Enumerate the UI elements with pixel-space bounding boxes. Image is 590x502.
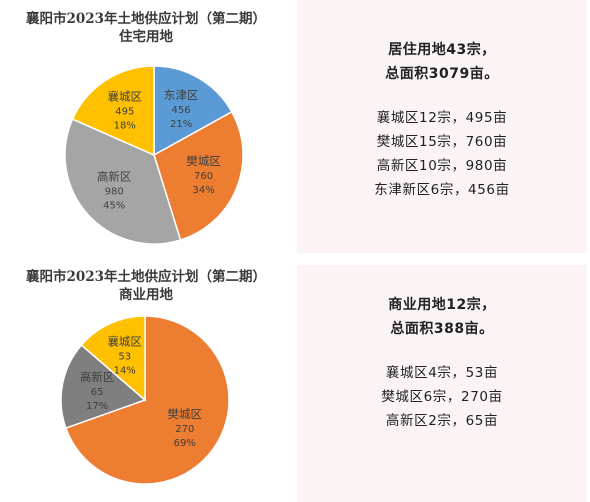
commercial-slice-label-value: 53 bbox=[118, 352, 131, 363]
summary-line: 居住用地43宗， bbox=[388, 42, 496, 58]
commercial-slice-2 bbox=[60, 344, 147, 429]
commercial-info-panel: 商业用地12宗， 总面积388亩。 襄城区4宗，53亩 樊城区6宗，270亩 高… bbox=[297, 265, 587, 502]
summary-line: 总面积388亩。 bbox=[390, 321, 494, 337]
commercial-summary: 商业用地12宗， 总面积388亩。 bbox=[297, 265, 587, 341]
commercial-slice-label-name: 高新区 bbox=[80, 370, 115, 384]
chart-title-line: 襄阳市2023年土地供应计划（第二期） bbox=[25, 269, 267, 285]
commercial-slice-1 bbox=[64, 315, 230, 485]
residential-slice-label-percent: 45% bbox=[103, 201, 125, 212]
residential-chart-title: 襄阳市2023年土地供应计划（第二期） 住宅用地 bbox=[0, 10, 292, 46]
residential-info-panel: 居住用地43宗， 总面积3079亩。 襄城区12宗，495亩 樊城区15宗，76… bbox=[297, 0, 587, 253]
commercial-slice-label-name: 襄城区 bbox=[107, 335, 142, 349]
commercial-slice-label-value: 270 bbox=[175, 424, 194, 435]
residential-slice-label-name: 东津区 bbox=[164, 88, 199, 102]
residential-pie: 东津区 456 21% 樊城区 760 34% 高新区 980 45% 襄城区 495 18% bbox=[64, 65, 244, 245]
detail-line: 樊城区6宗，270亩 bbox=[381, 389, 503, 405]
detail-line: 高新区10宗，980亩 bbox=[376, 158, 508, 174]
residential-slice-1 bbox=[153, 65, 233, 157]
residential-chart: 东津区 456 21% 樊城区 760 34% 高新区 980 45% 襄城区 495 18% 襄阳市… bbox=[0, 0, 292, 250]
commercial-chart-title: 襄阳市2023年土地供应计划（第二期） 商业用地 bbox=[0, 268, 292, 304]
commercial-slice-3 bbox=[80, 315, 146, 402]
residential-slice-3 bbox=[64, 118, 182, 245]
residential-summary: 居住用地43宗， 总面积3079亩。 bbox=[297, 0, 587, 86]
detail-line: 襄城区12宗，495亩 bbox=[376, 110, 508, 126]
commercial-pie: 樊城区 270 69% 高新区 65 17% 襄城区 53 14% bbox=[60, 315, 230, 485]
chart-subtitle-line: 住宅用地 bbox=[119, 29, 173, 45]
chart-title-line: 襄阳市2023年土地供应计划（第二期） bbox=[25, 11, 267, 27]
summary-line: 总面积3079亩。 bbox=[385, 66, 499, 82]
residential-details: 襄城区12宗，495亩 樊城区15宗，760亩 高新区10宗，980亩 东津新区… bbox=[297, 106, 587, 202]
residential-slice-label-value: 495 bbox=[115, 106, 134, 117]
detail-line: 东津新区6宗，456亩 bbox=[374, 182, 510, 198]
residential-slice-label-percent: 21% bbox=[170, 119, 192, 130]
commercial-chart: 樊城区 270 69% 高新区 65 17% 襄城区 53 14% 襄阳市2023年土地供应计划… bbox=[0, 262, 292, 502]
residential-slice-label-percent: 18% bbox=[114, 120, 136, 131]
summary-line: 商业用地12宗， bbox=[388, 297, 496, 313]
commercial-slice-label-percent: 17% bbox=[86, 401, 108, 412]
residential-slice-label-name: 襄城区 bbox=[108, 89, 143, 103]
commercial-slice-label-percent: 14% bbox=[114, 366, 136, 377]
residential-slice-label-value: 456 bbox=[172, 105, 191, 116]
commercial-slice-label-value: 65 bbox=[91, 387, 104, 398]
commercial-details: 襄城区4宗，53亩 樊城区6宗，270亩 高新区2宗，65亩 bbox=[297, 361, 587, 433]
detail-line: 襄城区4宗，53亩 bbox=[385, 365, 499, 381]
residential-slice-label-name: 樊城区 bbox=[186, 154, 221, 168]
commercial-slice-label-percent: 69% bbox=[174, 438, 196, 449]
residential-slice-label-value: 760 bbox=[194, 171, 213, 182]
commercial-slice-label-name: 樊城区 bbox=[168, 407, 203, 421]
detail-line: 高新区2宗，65亩 bbox=[385, 413, 499, 429]
residential-slice-label-name: 高新区 bbox=[97, 170, 132, 184]
residential-slice-2 bbox=[153, 110, 244, 241]
chart-subtitle-line: 商业用地 bbox=[119, 287, 173, 303]
residential-slice-label-percent: 34% bbox=[192, 185, 214, 196]
residential-slice-4 bbox=[71, 65, 155, 157]
residential-slice-label-value: 980 bbox=[105, 187, 124, 198]
detail-line: 樊城区15宗，760亩 bbox=[376, 134, 508, 150]
